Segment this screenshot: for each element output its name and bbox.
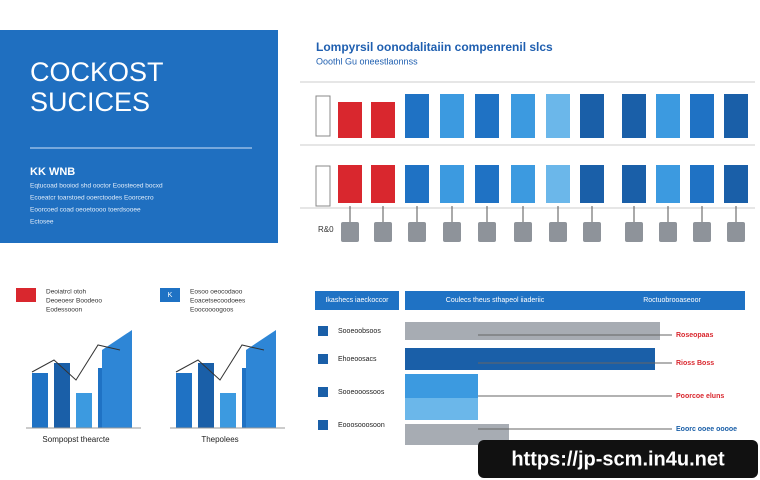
header-text: Coulecs theus sthapeol iiaderiic xyxy=(446,297,545,304)
mini-bar xyxy=(198,363,214,428)
chart-note: Eosoo oeocodaoo xyxy=(190,289,243,296)
header-cell xyxy=(315,291,399,310)
header-text: Roctuobrooaseoor xyxy=(643,297,701,304)
row-icon xyxy=(318,326,328,336)
icon xyxy=(659,222,677,242)
badge xyxy=(160,288,180,302)
tile xyxy=(338,102,362,138)
icon xyxy=(549,222,567,242)
row-note: Rioss Boss xyxy=(676,360,714,367)
chart-caption: Sompopst thearcte xyxy=(42,435,110,444)
icon xyxy=(727,222,745,242)
row-icon xyxy=(318,420,328,430)
icon xyxy=(583,222,601,242)
hero-line: Ectosee xyxy=(30,219,54,226)
mini-area xyxy=(246,330,276,428)
watermark: https://jp-scm.in4u.net xyxy=(511,448,725,470)
chart-note: Eodessooon xyxy=(46,307,83,314)
header-text: Ikashecs iaeckoccor xyxy=(325,297,389,304)
tile xyxy=(724,165,748,203)
tile xyxy=(656,94,680,138)
row-note: Roseopaas xyxy=(676,332,713,339)
icon xyxy=(625,222,643,242)
tile xyxy=(475,94,499,138)
icon xyxy=(478,222,496,242)
mini-bar xyxy=(54,363,70,428)
badge xyxy=(16,288,36,302)
tile xyxy=(546,94,570,138)
tile xyxy=(440,94,464,138)
hero-line: Ecoeatcr toarstoed ooerctoodes Eoorcecro xyxy=(30,195,154,202)
tile xyxy=(511,165,535,203)
icon xyxy=(443,222,461,242)
icon xyxy=(341,222,359,242)
tile xyxy=(622,165,646,203)
panel-title: Lompyrsil oonodalitaiin compenrenil slcs xyxy=(316,40,553,54)
row-label: Sooeoobsoos xyxy=(338,328,381,335)
hero-title: COCKOST xyxy=(30,57,164,87)
hero-line: Eqtucoad booiod shd ooctor Eoosteced boc… xyxy=(30,183,163,190)
mini-bar xyxy=(76,393,92,428)
hero-panel xyxy=(0,30,278,243)
hero-line: Eoorcoed coad oeoetoooo toerdsooee xyxy=(30,207,141,214)
badge-text: K xyxy=(168,292,173,299)
row-label: Eooosooosoon xyxy=(338,422,385,429)
tile xyxy=(656,165,680,203)
tile xyxy=(440,165,464,203)
row-icon xyxy=(318,354,328,364)
icon xyxy=(374,222,392,242)
panel-subtitle: Ooothl Gu oneestlaonnss xyxy=(316,56,418,66)
icon xyxy=(408,222,426,242)
tile xyxy=(338,165,362,203)
mini-bar xyxy=(176,373,192,428)
row-label: Ehoeoosacs xyxy=(338,356,377,363)
row-note: Poorcoe eluns xyxy=(676,393,724,400)
bar xyxy=(405,398,478,420)
header-cell xyxy=(405,291,745,310)
tile xyxy=(690,165,714,203)
tile xyxy=(724,94,748,138)
tile xyxy=(475,165,499,203)
chart-note: Eoacetsecoodoees xyxy=(190,298,246,305)
mini-area xyxy=(102,330,132,428)
bar xyxy=(405,348,655,370)
tile xyxy=(405,165,429,203)
chart-caption: Thepolees xyxy=(201,435,238,444)
mini-bar xyxy=(32,373,48,428)
tile xyxy=(511,94,535,138)
row-mark xyxy=(315,95,331,137)
tile xyxy=(580,165,604,203)
hero-title: SUCICES xyxy=(30,87,150,117)
mini-bar xyxy=(220,393,236,428)
chart-note: Deoeoesr Boodeoo xyxy=(46,298,102,305)
tile xyxy=(622,94,646,138)
icon xyxy=(514,222,532,242)
row-note: Eoorc ooee ooooe xyxy=(676,426,737,433)
row-icon xyxy=(318,387,328,397)
row-label: Sooeooossoos xyxy=(338,389,385,396)
tile xyxy=(690,94,714,138)
tile xyxy=(371,165,395,203)
chart-note: Eoocoooogoos xyxy=(190,307,234,314)
row-label: R&0 xyxy=(318,225,334,234)
tile xyxy=(580,94,604,138)
icon xyxy=(693,222,711,242)
bar xyxy=(405,322,660,340)
watermark-box xyxy=(478,440,758,478)
trend xyxy=(175,344,265,381)
bar xyxy=(405,374,478,398)
hero-tag: KK WNB xyxy=(30,166,75,178)
tile xyxy=(546,165,570,203)
chart-note: Deoiatrcl otoh xyxy=(46,289,86,296)
row-mark xyxy=(315,165,331,207)
tile xyxy=(405,94,429,138)
trend xyxy=(31,344,121,381)
tile xyxy=(371,102,395,138)
